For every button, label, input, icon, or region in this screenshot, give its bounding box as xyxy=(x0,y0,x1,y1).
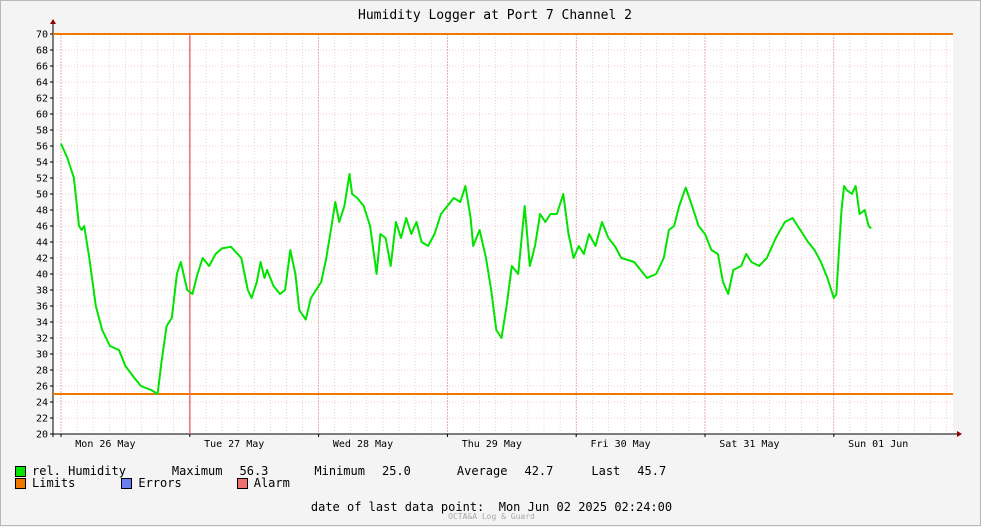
watermark: OCTA&A Log & Guard xyxy=(448,512,535,521)
y-tick-label: 20 xyxy=(36,430,48,441)
y-tick-label: 36 xyxy=(36,302,48,313)
last-data-point-value: Mon Jun 02 2025 02:24:00 xyxy=(498,500,673,514)
alarm-swatch-icon xyxy=(236,477,248,489)
grid xyxy=(53,33,953,435)
legend-errors-label: Errors xyxy=(138,476,182,490)
y-tick-label: 44 xyxy=(36,238,48,249)
stat-last-label: Last xyxy=(591,464,621,478)
stat-last-value: 45.7 xyxy=(637,464,667,478)
last-data-point: date of last data point: Mon Jun 02 2025… xyxy=(1,500,981,514)
axes xyxy=(50,19,962,437)
stat-average-label: Average xyxy=(456,464,508,478)
y-tick-label: 58 xyxy=(36,126,48,137)
x-tick-label: Sun 01 Jun xyxy=(848,439,908,450)
tick-labels: 20 22 24 26 28 30 32 34 36 38 40 42 44 46 48 50 52 54 56 58… xyxy=(36,30,908,451)
limit-lines xyxy=(53,33,953,434)
last-data-point-label: date of last data point: xyxy=(310,500,485,514)
stat-maximum-value: 56.3 xyxy=(239,464,269,478)
y-tick-label: 34 xyxy=(36,318,48,329)
x-axis-arrow-icon xyxy=(957,431,962,437)
y-tick-label: 56 xyxy=(36,142,48,153)
y-tick-label: 42 xyxy=(36,254,48,265)
y-tick-label: 66 xyxy=(36,62,48,73)
y-tick-label: 22 xyxy=(36,414,48,425)
errors-swatch-icon xyxy=(121,477,133,489)
y-axis-arrow-icon xyxy=(50,19,56,24)
x-tick-label: Tue 27 May xyxy=(204,439,264,450)
y-tick-label: 52 xyxy=(36,174,48,185)
y-tick-label: 64 xyxy=(36,78,48,89)
chart-title: Humidity Logger at Port 7 Channel 2 xyxy=(358,8,632,23)
legend-row-2: Limits Errors Alarm xyxy=(15,476,290,490)
y-tick-label: 62 xyxy=(36,94,48,105)
y-tick-label: 60 xyxy=(36,110,48,121)
stat-average-value: 42.7 xyxy=(524,464,554,478)
y-tick-label: 32 xyxy=(36,334,48,345)
stat-minimum-value: 25.0 xyxy=(381,464,411,478)
series-layer xyxy=(60,143,872,395)
legend-alarm-label: Alarm xyxy=(253,476,290,490)
y-tick-label: 54 xyxy=(36,158,48,169)
humidity-swatch-icon xyxy=(15,465,26,477)
y-tick-label: 38 xyxy=(36,286,48,297)
limits-swatch-icon xyxy=(15,477,26,489)
y-tick-label: 24 xyxy=(36,398,48,409)
x-tick-label: Thu 29 May xyxy=(462,439,522,450)
y-tick-label: 26 xyxy=(36,382,48,393)
x-tick-label: Mon 26 May xyxy=(75,439,135,450)
y-tick-label: 50 xyxy=(36,190,48,201)
y-tick-label: 70 xyxy=(36,30,48,41)
x-tick-label: Wed 28 May xyxy=(333,439,393,450)
stat-minimum-label: Minimum xyxy=(314,464,365,478)
legend-row-1: rel. Humidity Maximum 56.3 Minimum 25.0 … xyxy=(15,464,666,478)
humidity-series-line xyxy=(60,143,872,395)
legend-humidity-label: rel. Humidity xyxy=(32,464,126,478)
stat-maximum-label: Maximum xyxy=(171,464,223,478)
y-tick-label: 48 xyxy=(36,206,48,217)
x-tick-label: Fri 30 May xyxy=(590,439,650,450)
legend-limits-label: Limits xyxy=(32,476,76,490)
y-tick-label: 46 xyxy=(36,222,48,233)
y-tick-label: 68 xyxy=(36,46,48,57)
y-tick-label: 28 xyxy=(36,366,48,377)
y-tick-label: 40 xyxy=(36,270,48,281)
x-tick-label: Sat 31 May xyxy=(719,439,779,450)
y-tick-label: 30 xyxy=(36,350,48,361)
